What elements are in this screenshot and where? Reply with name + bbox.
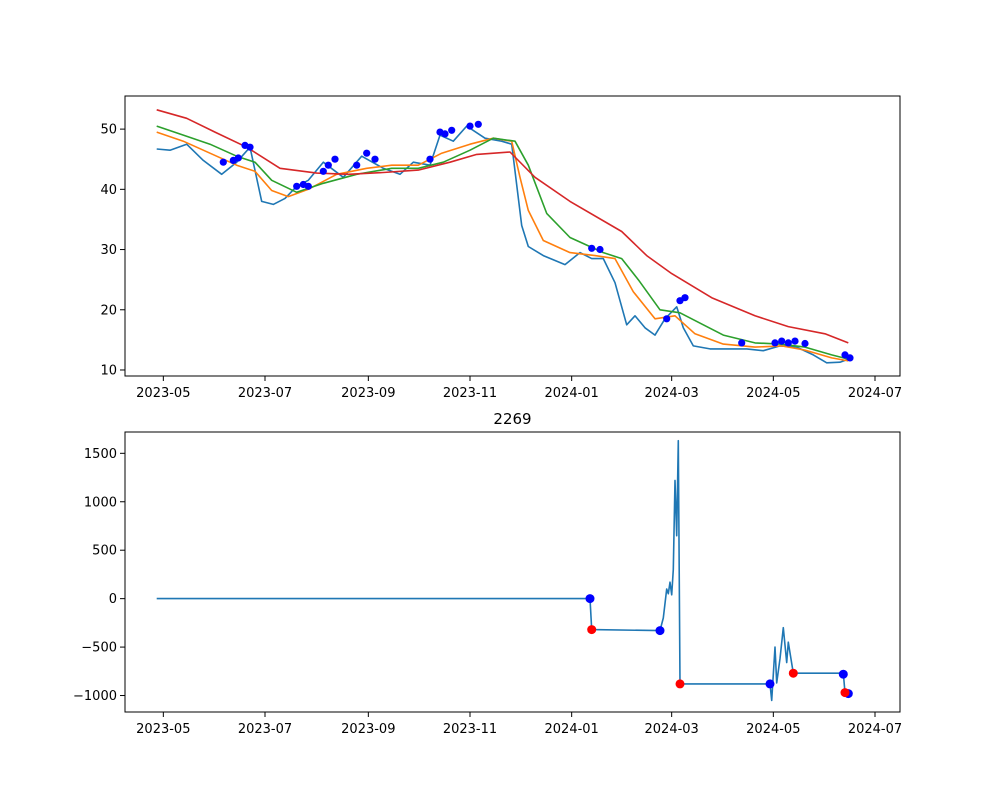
blue-point bbox=[588, 244, 596, 252]
plot-frame bbox=[124, 95, 901, 377]
x-tick-label: 2024-05 bbox=[746, 722, 800, 737]
series-line-3 bbox=[156, 109, 849, 344]
x-tick-label: 2023-11 bbox=[443, 386, 497, 401]
blue-point bbox=[738, 339, 746, 347]
x-tick-label: 2023-09 bbox=[341, 722, 395, 737]
blue-point bbox=[663, 315, 671, 323]
blue-point bbox=[801, 339, 809, 348]
blue-point bbox=[304, 182, 312, 190]
blue-point bbox=[363, 149, 371, 157]
x-tick-label: 2023-05 bbox=[136, 386, 190, 401]
y-tick-label: 30 bbox=[100, 243, 117, 258]
blue-point bbox=[474, 120, 482, 128]
x-axis: 2023-05 2023-07 2023-09 2023-11 2024-01 2024-… bbox=[136, 376, 902, 401]
series-line-1 bbox=[156, 131, 849, 362]
red-point bbox=[587, 625, 597, 635]
y-axis: 10 20 30 40 50 bbox=[100, 123, 125, 378]
x-tick-label: 2024-01 bbox=[545, 722, 599, 737]
y-tick-label: 1500 bbox=[84, 447, 117, 462]
x-tick-label: 2024-01 bbox=[545, 386, 599, 401]
x-axis: 2023-05 2023-07 2023-09 2023-11 2024-01 2024-… bbox=[136, 712, 902, 737]
red-point bbox=[840, 688, 850, 698]
blue-point bbox=[585, 594, 595, 604]
blue-point bbox=[324, 161, 332, 169]
y-tick-label: 20 bbox=[100, 303, 117, 318]
blue-point bbox=[371, 155, 379, 163]
plot-frame bbox=[124, 431, 901, 713]
blue-point bbox=[319, 167, 327, 175]
blue-point bbox=[219, 158, 227, 166]
y-axis: −1000 −500 0 500 1000 1500 bbox=[73, 447, 125, 704]
bottom-position-chart: 2269 2023-05 2023-07 2023-09 2023-11 2024-01… bbox=[73, 410, 902, 737]
series-group bbox=[156, 439, 850, 702]
blue-point bbox=[838, 669, 848, 679]
chart-title: 2269 bbox=[493, 410, 531, 428]
y-tick-label: 500 bbox=[92, 544, 117, 559]
x-tick-label: 2023-05 bbox=[136, 722, 190, 737]
x-tick-label: 2023-07 bbox=[238, 722, 292, 737]
blue-point bbox=[791, 337, 799, 345]
y-tick-label: 1000 bbox=[84, 495, 117, 510]
y-tick-label: −500 bbox=[81, 641, 117, 656]
blue-point bbox=[448, 126, 456, 134]
series-line-2 bbox=[156, 125, 849, 360]
blue-point bbox=[655, 626, 665, 636]
x-tick-label: 2024-07 bbox=[848, 386, 902, 401]
red-point bbox=[788, 668, 798, 678]
y-tick-label: 10 bbox=[100, 363, 117, 378]
red-point bbox=[675, 679, 685, 689]
blue-point bbox=[234, 154, 242, 162]
top-price-chart: 2023-05 2023-07 2023-09 2023-11 2024-01 2024-… bbox=[100, 95, 902, 401]
blue-point bbox=[246, 143, 254, 151]
x-tick-label: 2024-03 bbox=[645, 722, 699, 737]
series-group bbox=[156, 109, 849, 364]
blue-point bbox=[596, 245, 604, 254]
blue-point bbox=[784, 339, 792, 347]
x-tick-label: 2024-05 bbox=[746, 386, 800, 401]
y-tick-label: −1000 bbox=[73, 689, 117, 704]
blue-point bbox=[846, 354, 854, 362]
blue-point bbox=[293, 182, 301, 190]
x-tick-label: 2023-11 bbox=[443, 722, 497, 737]
series-line-0 bbox=[156, 125, 849, 364]
blue-point bbox=[426, 155, 434, 163]
blue-point bbox=[771, 339, 779, 347]
x-tick-label: 2024-03 bbox=[645, 386, 699, 401]
blue-point bbox=[681, 294, 689, 302]
x-tick-label: 2023-07 bbox=[238, 386, 292, 401]
blue-point bbox=[466, 122, 474, 130]
y-tick-label: 0 bbox=[109, 592, 117, 607]
x-tick-label: 2023-09 bbox=[341, 386, 395, 401]
marker-group bbox=[585, 594, 853, 699]
y-tick-label: 50 bbox=[100, 123, 117, 138]
blue-point bbox=[441, 130, 449, 138]
blue-point bbox=[331, 155, 339, 163]
y-tick-label: 40 bbox=[100, 183, 117, 198]
marker-group bbox=[219, 120, 854, 362]
blue-point bbox=[353, 161, 361, 169]
blue-point bbox=[778, 337, 786, 345]
series-line-0 bbox=[156, 439, 850, 702]
blue-point bbox=[765, 679, 775, 689]
x-tick-label: 2024-07 bbox=[848, 722, 902, 737]
